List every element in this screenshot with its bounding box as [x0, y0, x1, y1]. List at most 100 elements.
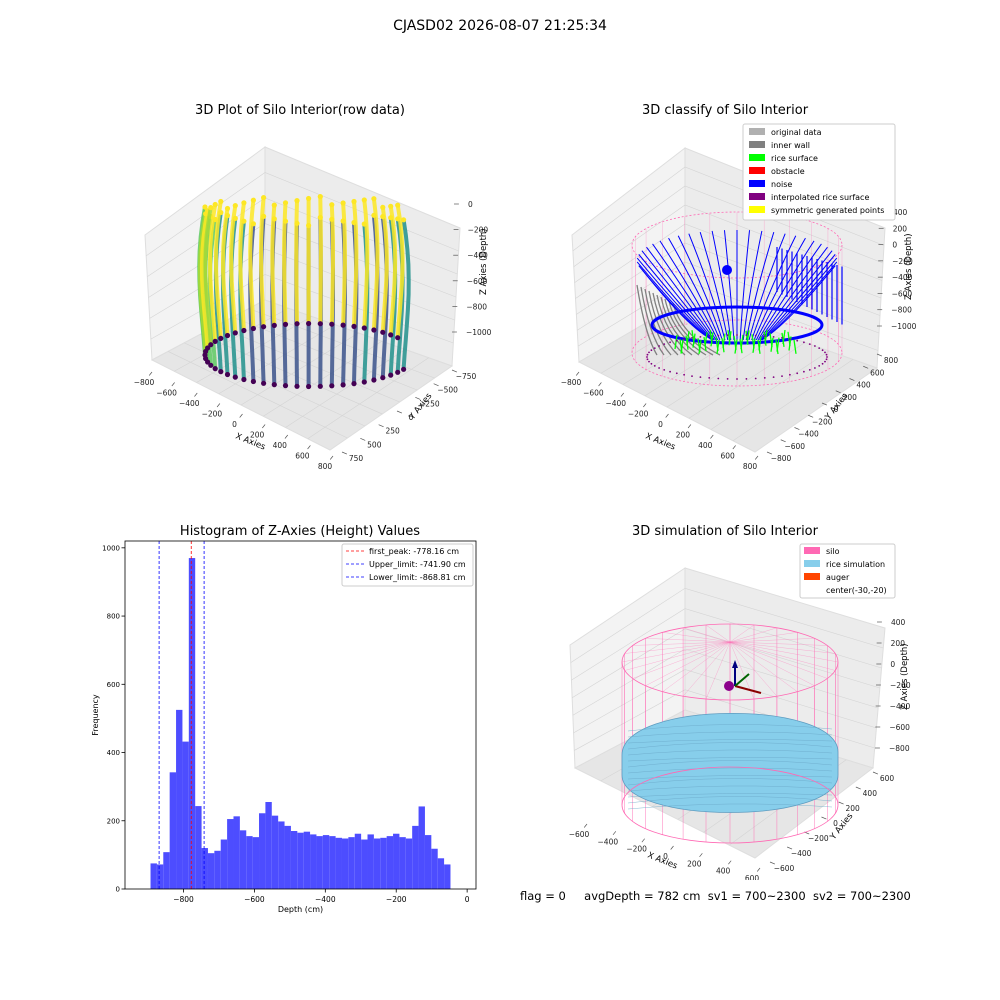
- class-y-tick: [863, 365, 869, 369]
- class-interp-point: [653, 365, 656, 367]
- class-y-tick-label: 600: [870, 368, 885, 377]
- raw-column: [258, 195, 266, 329]
- raw-bottom-point: [282, 321, 289, 327]
- sim-y-tick-label: 600: [880, 774, 895, 783]
- histogram-bar: [329, 836, 336, 889]
- grid-line: [710, 350, 830, 430]
- histogram-bar: [227, 819, 234, 889]
- raw-bottom-point: [401, 366, 407, 372]
- histogram-ylabel: Frequency: [91, 694, 100, 736]
- raw-y-tick-label: −500: [437, 386, 458, 395]
- sim-rice-mesh: [627, 793, 833, 798]
- class-interp-point: [772, 376, 775, 378]
- class-rice-surface: [775, 339, 779, 355]
- raw-bottom-point: [271, 322, 277, 328]
- raw-bottom-point: [212, 366, 218, 372]
- sim-y-tick-label: −600: [774, 864, 795, 873]
- raw-column: [248, 198, 256, 331]
- raw-top-point: [250, 197, 256, 203]
- class-noise-line: [668, 237, 721, 341]
- class-interp-point: [745, 334, 748, 336]
- histogram-bar: [361, 839, 368, 889]
- class-noise-line: [677, 235, 723, 341]
- class-noise-line: [761, 265, 836, 341]
- class-y-tick: [780, 439, 786, 443]
- raw-zlabel: Z Axies (Depth): [479, 228, 489, 295]
- class-inner-wall: [656, 294, 693, 356]
- raw-column: [395, 203, 405, 340]
- histogram-bar: [271, 815, 279, 889]
- raw-x-tick-label: 600: [295, 452, 310, 461]
- raw-top-point: [380, 204, 386, 210]
- raw-bottom-point: [371, 377, 377, 383]
- sim-z-tick-label: −800: [889, 744, 910, 753]
- histogram-bar: [150, 863, 157, 889]
- raw-y-tick-label: −250: [419, 399, 440, 408]
- histogram-y-tick-label: 800: [107, 613, 120, 621]
- raw-bottom-point: [317, 321, 323, 327]
- class-legend-frame: [742, 123, 896, 221]
- raw-top-point: [329, 202, 335, 208]
- classify-3d-title: 3D classify of Silo Interior: [641, 103, 809, 118]
- class-legend-label: inner wall: [771, 141, 810, 150]
- grid-line: [576, 242, 881, 316]
- class-interp-point: [683, 373, 685, 376]
- raw-top-point: [317, 194, 323, 200]
- histogram-bar: [214, 850, 221, 889]
- histogram-bar: [405, 838, 413, 889]
- class-z-tick-label: 200: [893, 224, 908, 233]
- class-interp-point: [646, 356, 648, 358]
- sim-silo-roof-line: [645, 638, 731, 643]
- raw-x-tick: [284, 434, 289, 439]
- class-interp-point: [717, 377, 720, 380]
- sim-rice-mesh: [627, 742, 833, 750]
- histogram-bar: [412, 825, 419, 889]
- class-y-tick: [821, 402, 828, 406]
- sim-y-tick: [838, 801, 844, 805]
- sim-rice-mesh: [627, 760, 833, 768]
- raw-top-point: [208, 205, 214, 211]
- raw-top-point: [401, 217, 407, 223]
- grid-line: [573, 669, 877, 734]
- class-rice-surface: [686, 331, 690, 346]
- histogram-xlabel: Depth (cm): [278, 905, 323, 914]
- raw-bottom-point: [212, 338, 218, 344]
- sim-silo-roof-line: [729, 641, 778, 697]
- class-z-tick-label: 0: [892, 241, 897, 250]
- class-interp-point: [669, 341, 671, 344]
- class-interp-point: [789, 338, 791, 341]
- class-interp-point: [808, 369, 811, 371]
- class-rice-surface: [728, 331, 732, 346]
- sim-zlabel: Z Axies (Depth): [900, 643, 910, 710]
- sim-silo-roof-line: [621, 641, 731, 663]
- sim-axis-y: [734, 673, 750, 687]
- raw-bottom-point: [361, 379, 367, 385]
- raw-z-tick-label: −800: [466, 302, 487, 311]
- raw-bottom-point: [306, 383, 312, 390]
- sim-y-tick-label: 400: [863, 789, 878, 798]
- raw-bottom-point: [395, 369, 401, 375]
- class-noise-line: [757, 243, 822, 341]
- class-noise-line: [742, 230, 763, 341]
- class-inner-wall: [636, 284, 658, 356]
- sim-silo-roof-line: [682, 641, 731, 697]
- raw-y-tick: [341, 451, 348, 455]
- raw-top-point: [271, 202, 277, 208]
- class-interp-point: [683, 338, 685, 341]
- histogram-bar: [380, 837, 387, 889]
- raw-x-tick: [194, 392, 198, 397]
- raw-x-tick: [307, 445, 311, 450]
- grid-line: [571, 628, 880, 698]
- raw-column: [270, 203, 277, 328]
- raw-column: [229, 203, 238, 335]
- grid-line: [573, 185, 884, 267]
- raw-3d-plot: −800−600−400−20002004006008007505002500−…: [134, 146, 492, 470]
- class-rice-surface: [776, 337, 780, 352]
- raw-column: [318, 194, 323, 326]
- histogram-bar: [348, 837, 355, 889]
- class-noise-line: [711, 230, 732, 341]
- class-interp-point: [825, 358, 828, 361]
- class-interp-point: [669, 370, 671, 373]
- sim-x-tick-label: −200: [626, 845, 647, 854]
- class-rice-surface: [716, 339, 720, 355]
